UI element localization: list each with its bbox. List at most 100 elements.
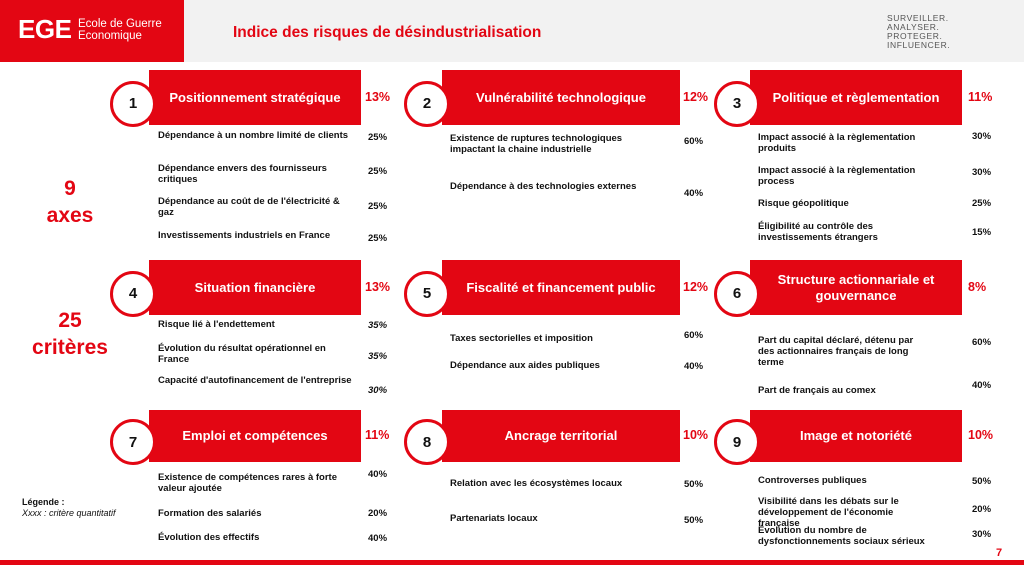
legend-title: Légende : [22, 497, 65, 507]
axis-8-criterion-value: 50% [684, 515, 704, 526]
axis-4-criterion-label: Risque lié à l'endettement [158, 319, 275, 330]
axes-count-number: 9 [64, 177, 76, 200]
criteria-count: 25 critères [25, 307, 115, 361]
axis-5-criterion-value: 40% [684, 361, 704, 372]
axis-7-weight: 11% [365, 428, 390, 442]
axis-3-title-bar: Politique et règlementation [750, 70, 962, 125]
axis-7-criterion-label: Formation des salariés [158, 508, 262, 519]
axis-3-criterion-value: 25% [972, 198, 992, 209]
tagline: SURVEILLER. ANALYSER. PROTEGER. INFLUENC… [887, 14, 950, 50]
logo-text: Ecole de Guerre Economique [78, 18, 162, 42]
axis-1-criterion-value: 25% [368, 233, 388, 244]
axis-8-title-bar: Ancrage territorial [442, 410, 680, 462]
page-number: 7 [996, 547, 1003, 559]
axis-9-weight: 10% [968, 428, 994, 442]
axis-7-criterion-value: 40% [368, 533, 388, 544]
axis-4-criterion-value: 30% [368, 385, 388, 396]
axis-3-criterion-label: Éligibilité au contrôle des investisseme… [758, 221, 878, 243]
ege-logo: EGE Ecole de Guerre Economique [0, 0, 184, 62]
page-title: Indice des risques de désindustrialisati… [233, 24, 542, 41]
tagline-line: PROTEGER. [887, 31, 943, 41]
axis-3-criterion-label: Risque géopolitique [758, 198, 849, 209]
axis-9-criterion-label: Visibilité dans les débats sur le dévelo… [758, 496, 899, 529]
axis-8-number-badge: 8 [404, 419, 450, 465]
axis-9-criterion-value: 30% [972, 529, 992, 540]
header: EGE Ecole de Guerre Economique Indice de… [0, 0, 1024, 62]
criteria-count-number: 25 [58, 309, 82, 332]
axis-3-number-badge: 3 [714, 80, 760, 127]
axis-6-title-bar: Structure actionnariale et gouvernance [750, 260, 962, 315]
axis-1-title-bar: Positionnement stratégique [149, 70, 361, 125]
axis-6-criterion-label: Part de français au comex [758, 385, 876, 396]
axis-7-criterion-label: Évolution des effectifs [158, 532, 260, 543]
legend: Légende : Xxxx : critère quantitatif [22, 497, 116, 519]
axis-7-criterion-value: 20% [368, 508, 388, 519]
axis-2-title-bar: Vulnérabilité technologique [442, 70, 680, 125]
axis-1-criterion-value: 25% [368, 166, 388, 177]
axis-5-criterion-label: Taxes sectorielles et imposition [450, 333, 593, 344]
axis-1-number-badge: 1 [110, 80, 156, 127]
axis-4-criterion-label: Capacité d'autofinancement de l'entrepri… [158, 375, 352, 386]
axis-4-criterion-label: Évolution du résultat opérationnel en Fr… [158, 343, 326, 365]
logo-mark: EGE [18, 14, 72, 44]
axis-5-weight: 12% [683, 279, 709, 294]
axis-9-criterion-label: Controverses publiques [758, 475, 867, 486]
logo-line-2: Economique [78, 30, 142, 42]
axis-3-criterion-value: 30% [972, 131, 992, 142]
axis-6-weight: 8% [968, 279, 987, 294]
axis-8-criterion-label: Relation avec les écosystèmes locaux [450, 478, 623, 489]
axis-4-title-bar: Situation financière [149, 260, 361, 315]
logo-line-1: Ecole de Guerre [78, 18, 162, 30]
axis-3-weight: 11% [968, 89, 993, 104]
axis-4-number-badge: 4 [110, 270, 156, 317]
axis-8-criterion-label: Partenariats locaux [450, 513, 538, 524]
tagline-line: ANALYSER. [887, 22, 940, 32]
axis-1-criterion-label: Dépendance à un nombre limité de clients [158, 130, 349, 141]
axis-9-criterion-value: 50% [972, 476, 992, 487]
axis-2-weight: 12% [683, 89, 709, 104]
axis-5-title-bar: Fiscalité et financement public [442, 260, 680, 315]
axis-5-criterion-value: 60% [684, 330, 704, 341]
axis-7-criterion-label: Existence de compétences rares à forte v… [158, 472, 338, 494]
axis-3-criterion-value: 15% [972, 227, 992, 238]
criteria-count-label: critères [32, 336, 108, 359]
legend-item: Xxxx : critère quantitatif [22, 508, 116, 518]
axis-4-weight: 13% [365, 279, 391, 294]
axes-count: 9 axes [40, 175, 100, 229]
axis-9-criterion-label: Évolution du nombre de dysfonctionnement… [758, 525, 925, 547]
axis-7-title-bar: Emploi et compétences [149, 410, 361, 462]
axis-8-weight: 10% [683, 428, 709, 442]
bottom-rule [0, 560, 1024, 565]
tagline-line: SURVEILLER. [887, 13, 949, 23]
axis-6-criterion-value: 60% [972, 337, 992, 348]
axis-2-number-badge: 2 [404, 80, 450, 127]
axis-9-number-badge: 9 [714, 419, 760, 465]
axis-1-criterion-label: Dépendance envers des fournisseurs criti… [158, 163, 327, 185]
axis-1-weight: 13% [365, 89, 391, 104]
axis-9-criterion-value: 20% [972, 504, 992, 515]
axis-6-criterion-label: Part du capital déclaré, détenu par des … [758, 335, 914, 368]
axis-5-number-badge: 5 [404, 270, 450, 317]
axis-8-criterion-value: 50% [684, 479, 704, 490]
axes-count-label: axes [46, 204, 94, 227]
tagline-line: INFLUENCER. [887, 40, 951, 50]
axis-1-criterion-label: Investissements industriels en France [158, 230, 331, 241]
axis-2-criterion-label: Dépendance à des technologies externes [450, 181, 637, 192]
axis-2-criterion-value: 40% [684, 188, 704, 199]
axis-1-criterion-value: 25% [368, 201, 388, 212]
axis-5-criterion-label: Dépendance aux aides publiques [450, 360, 600, 371]
axis-3-criterion-label: Impact associé à la règlementation proce… [758, 165, 916, 187]
axis-6-number-badge: 6 [714, 270, 760, 317]
axis-1-criterion-label: Dépendance au coût de de l'électricité &… [158, 196, 340, 218]
axis-4-criterion-value: 35% [368, 320, 388, 331]
axis-2-criterion-label: Existence de ruptures technologiques imp… [450, 133, 623, 155]
axis-4-criterion-value: 35% [368, 351, 388, 362]
axis-9-title-bar: Image et notoriété [750, 410, 962, 462]
axis-1-criterion-value: 25% [368, 132, 388, 143]
axis-6-criterion-value: 40% [972, 380, 992, 391]
axis-3-criterion-label: Impact associé à la règlementation produ… [758, 132, 916, 154]
axis-7-criterion-value: 40% [368, 469, 388, 480]
axis-7-number-badge: 7 [110, 419, 156, 465]
axis-2-criterion-value: 60% [684, 136, 704, 147]
axis-3-criterion-value: 30% [972, 167, 992, 178]
